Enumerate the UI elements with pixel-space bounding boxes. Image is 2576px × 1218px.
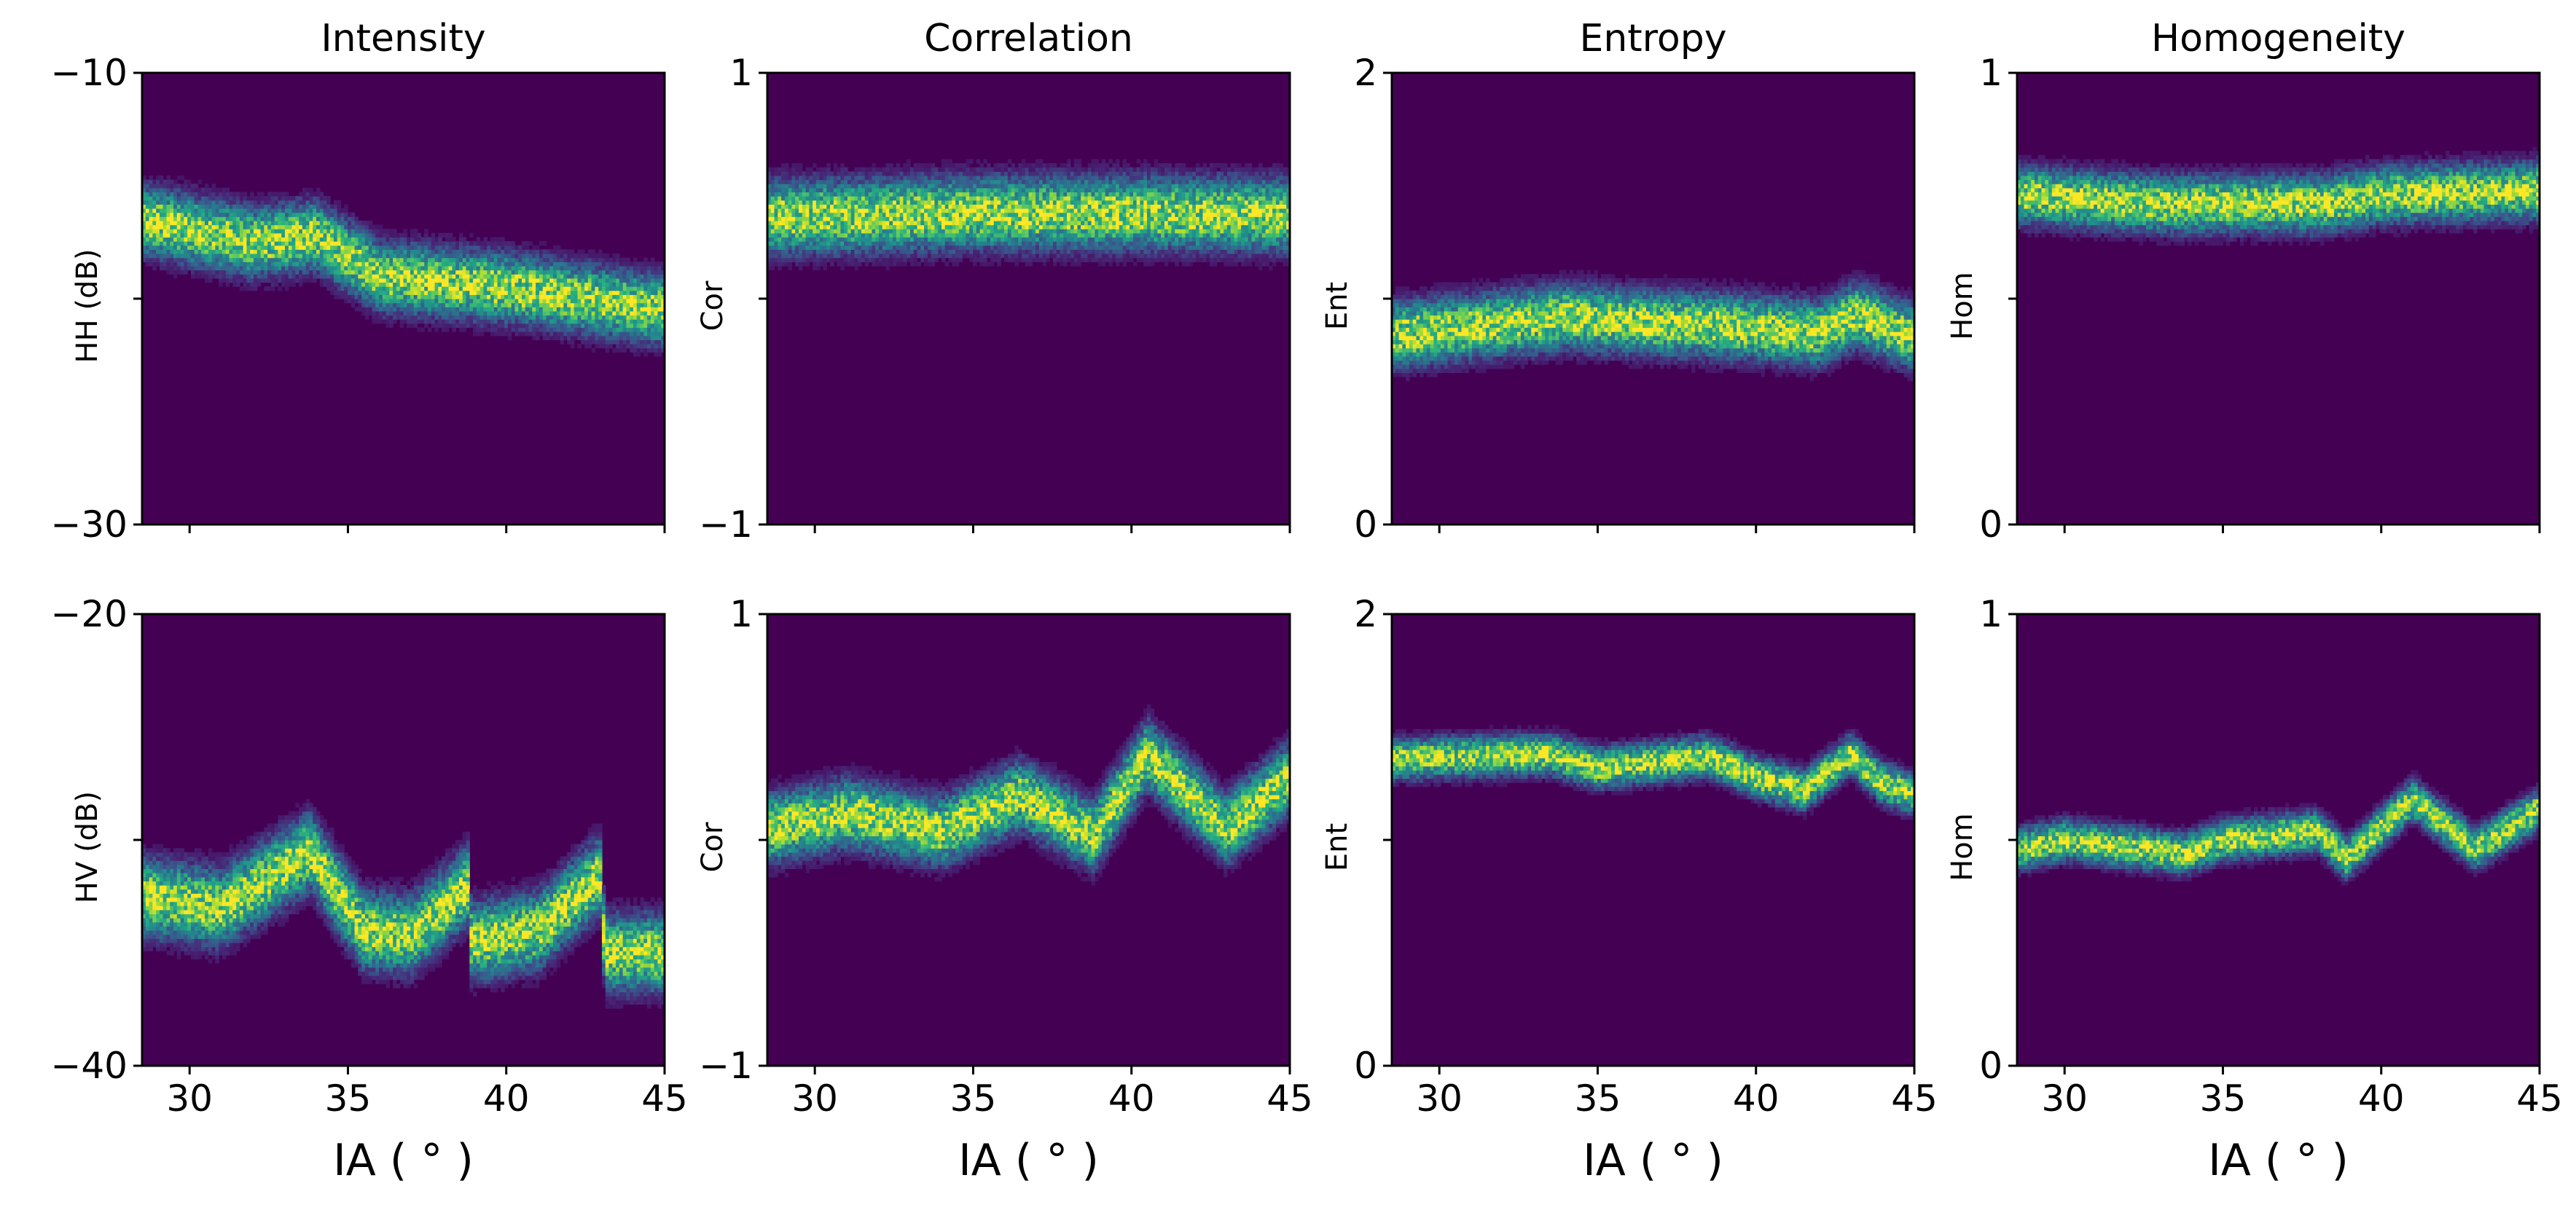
x-tick-label: 40	[2358, 1077, 2405, 1120]
y-tick-label: −30	[50, 503, 128, 546]
x-tick-label: 45	[641, 1077, 688, 1120]
x-tick-label: 30	[166, 1077, 213, 1120]
y-tick-label: 1	[1979, 52, 2003, 94]
panel-7: 2 0 30 35 40 45 Ent IA ( ° )	[1320, 593, 1938, 1186]
x-tick-label: 35	[950, 1077, 997, 1120]
x-tick-label: 40	[1733, 1077, 1780, 1120]
y-tick-label: 1	[1979, 593, 2003, 635]
y-axis-label: Cor	[696, 822, 729, 872]
x-tick-label: 45	[1267, 1077, 1313, 1120]
panel-3: 2 0 Entropy Ent	[1320, 17, 1916, 546]
x-axis-label: IA ( ° )	[2208, 1135, 2349, 1186]
y-axis-label: Hom	[1946, 272, 1979, 340]
panel-6: 1 −1 30 35 40 45 Cor IA ( ° )	[696, 593, 1313, 1186]
y-axis-label: Hom	[1946, 813, 1979, 881]
heatmap-cells	[2017, 770, 2540, 886]
panel-4: 1 0 Homogeneity Hom	[1946, 17, 2541, 546]
panel-title: Intensity	[321, 17, 485, 60]
x-tick-label: 45	[1891, 1077, 1938, 1120]
x-tick-label: 40	[483, 1077, 530, 1120]
x-axis-label: IA ( ° )	[333, 1135, 474, 1186]
panel-1: −10 −30 Intensity HH (dB)	[50, 17, 666, 546]
y-tick-label: −10	[50, 52, 128, 94]
x-tick-label: 35	[325, 1077, 372, 1120]
y-axis-label: Ent	[1320, 823, 1354, 871]
y-axis-label: Cor	[696, 280, 729, 331]
heatmap-cells	[767, 159, 1290, 271]
x-tick-label: 40	[1108, 1077, 1155, 1120]
heatmap-cells	[142, 175, 665, 357]
y-tick-label: 2	[1354, 52, 1377, 94]
panel-title: Correlation	[924, 17, 1133, 60]
x-tick-label: 35	[2200, 1077, 2247, 1120]
y-tick-label: −1	[699, 503, 753, 546]
y-tick-label: 0	[1354, 1045, 1377, 1087]
heatmap-cells	[142, 798, 665, 1009]
plot-background	[142, 614, 665, 1066]
y-tick-label: 2	[1354, 593, 1377, 635]
plot-background	[767, 73, 1290, 524]
y-axis-label: Ent	[1320, 282, 1354, 330]
panel-5: −20 −40 30 35 40 45 HV (dB) IA ( ° )	[50, 593, 687, 1186]
y-axis-label: HH (dB)	[71, 249, 104, 364]
y-tick-label: 1	[729, 52, 753, 94]
plot-background	[2017, 73, 2540, 524]
y-tick-label: −20	[50, 593, 128, 635]
panel-title: Entropy	[1579, 17, 1726, 60]
x-tick-label: 45	[2516, 1077, 2563, 1120]
x-tick-label: 30	[1416, 1077, 1463, 1120]
heatmap-cells	[1392, 270, 1914, 382]
y-axis-label: HV (dB)	[71, 791, 104, 903]
y-tick-label: 0	[1354, 503, 1377, 546]
x-tick-label: 30	[791, 1077, 838, 1120]
panel-8: 1 0 30 35 40 45 Hom IA ( ° )	[1946, 593, 2563, 1186]
y-tick-label: −40	[50, 1045, 128, 1087]
y-tick-label: 1	[729, 593, 753, 635]
heatmap-cells	[767, 704, 1290, 886]
x-tick-label: 30	[2041, 1077, 2088, 1120]
y-tick-label: 0	[1979, 1045, 2003, 1087]
x-axis-label: IA ( ° )	[1583, 1135, 1723, 1186]
y-tick-label: 0	[1979, 503, 2003, 546]
x-axis-label: IA ( ° )	[958, 1135, 1099, 1186]
plot-background	[1392, 614, 1914, 1066]
panel-2: 1 −1 Correlation Cor	[696, 17, 1291, 546]
panel-title: Homogeneity	[2151, 17, 2405, 60]
heatmap-cells	[1392, 725, 1914, 820]
heatmap-cells	[2017, 146, 2540, 246]
x-tick-label: 35	[1575, 1077, 1621, 1120]
y-tick-label: −1	[699, 1045, 753, 1087]
